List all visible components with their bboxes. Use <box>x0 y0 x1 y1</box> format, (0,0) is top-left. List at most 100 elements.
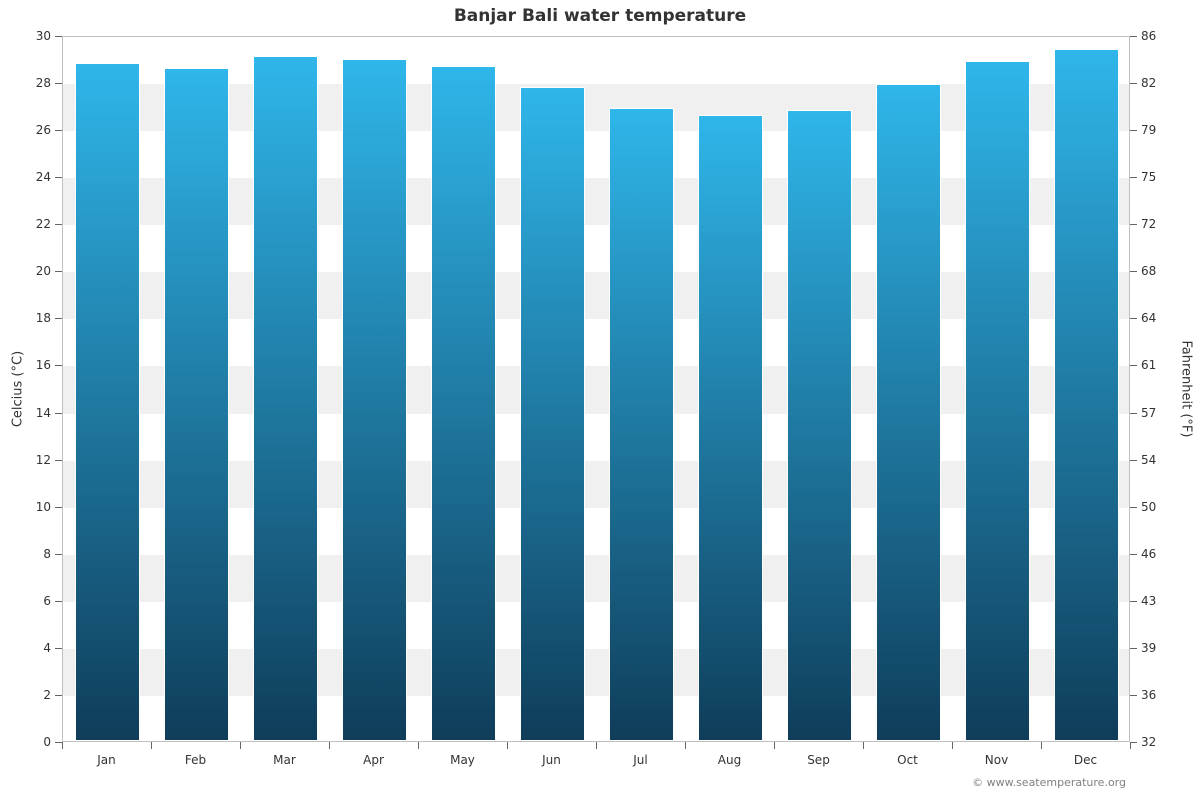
ytick-right-mark <box>1130 83 1137 84</box>
bar-apr <box>342 59 406 741</box>
chart-container: Banjar Bali water temperature Celcius (°… <box>0 0 1200 800</box>
chart-title: Banjar Bali water temperature <box>0 6 1200 26</box>
ytick-left-label: 0 <box>11 735 51 749</box>
y-axis-right-label: Fahrenheit (°F) <box>1179 341 1194 438</box>
ytick-left-mark <box>55 507 62 508</box>
xtick-mark <box>774 742 775 749</box>
bar-dec <box>1054 49 1118 741</box>
ytick-right-mark <box>1130 742 1137 743</box>
ytick-left-mark <box>55 318 62 319</box>
bar-sep <box>787 110 851 741</box>
ytick-right-mark <box>1130 413 1137 414</box>
xtick-mark <box>329 742 330 749</box>
ytick-left-mark <box>55 271 62 272</box>
ytick-right-label: 46 <box>1141 547 1181 561</box>
ytick-left-mark <box>55 36 62 37</box>
ytick-left-mark <box>55 648 62 649</box>
bar-aug <box>698 115 762 741</box>
ytick-left-mark <box>55 413 62 414</box>
ytick-right-mark <box>1130 318 1137 319</box>
ytick-left-label: 28 <box>11 76 51 90</box>
ytick-right-mark <box>1130 554 1137 555</box>
ytick-right-mark <box>1130 695 1137 696</box>
xtick-mark <box>1130 742 1131 749</box>
xtick-mark <box>952 742 953 749</box>
xtick-label: Jul <box>633 753 647 767</box>
ytick-left-mark <box>55 130 62 131</box>
ytick-right-label: 39 <box>1141 641 1181 655</box>
ytick-left-mark <box>55 365 62 366</box>
xtick-label: Oct <box>897 753 918 767</box>
ytick-right-mark <box>1130 648 1137 649</box>
bar-jun <box>520 87 584 741</box>
ytick-left-label: 6 <box>11 594 51 608</box>
xtick-label: Nov <box>985 753 1008 767</box>
chart-credit: © www.seatemperature.org <box>972 776 1126 789</box>
xtick-mark <box>596 742 597 749</box>
xtick-label: Jun <box>542 753 561 767</box>
xtick-mark <box>151 742 152 749</box>
ytick-left-mark <box>55 177 62 178</box>
bar-nov <box>965 61 1029 741</box>
bar-jan <box>75 63 139 741</box>
ytick-right-mark <box>1130 601 1137 602</box>
ytick-left-mark <box>55 742 62 743</box>
ytick-right-label: 32 <box>1141 735 1181 749</box>
ytick-right-mark <box>1130 507 1137 508</box>
xtick-mark <box>685 742 686 749</box>
ytick-right-label: 75 <box>1141 170 1181 184</box>
ytick-right-label: 64 <box>1141 311 1181 325</box>
ytick-right-label: 61 <box>1141 358 1181 372</box>
ytick-left-label: 30 <box>11 29 51 43</box>
ytick-right-label: 57 <box>1141 406 1181 420</box>
xtick-mark <box>863 742 864 749</box>
bar-mar <box>253 56 317 741</box>
ytick-left-mark <box>55 601 62 602</box>
xtick-label: May <box>450 753 475 767</box>
ytick-right-label: 68 <box>1141 264 1181 278</box>
xtick-label: Aug <box>718 753 741 767</box>
ytick-left-mark <box>55 554 62 555</box>
ytick-right-mark <box>1130 177 1137 178</box>
ytick-left-label: 4 <box>11 641 51 655</box>
ytick-right-mark <box>1130 460 1137 461</box>
ytick-right-label: 86 <box>1141 29 1181 43</box>
xtick-mark <box>240 742 241 749</box>
ytick-left-mark <box>55 224 62 225</box>
xtick-mark <box>418 742 419 749</box>
ytick-right-label: 43 <box>1141 594 1181 608</box>
xtick-mark <box>62 742 63 749</box>
ytick-right-mark <box>1130 130 1137 131</box>
ytick-left-label: 12 <box>11 453 51 467</box>
ytick-left-label: 16 <box>11 358 51 372</box>
ytick-right-label: 72 <box>1141 217 1181 231</box>
ytick-left-mark <box>55 460 62 461</box>
xtick-label: Jan <box>97 753 116 767</box>
bar-jul <box>609 108 673 741</box>
ytick-right-mark <box>1130 365 1137 366</box>
ytick-left-label: 22 <box>11 217 51 231</box>
ytick-right-label: 79 <box>1141 123 1181 137</box>
xtick-mark <box>507 742 508 749</box>
ytick-left-label: 14 <box>11 406 51 420</box>
ytick-left-label: 8 <box>11 547 51 561</box>
ytick-left-mark <box>55 83 62 84</box>
ytick-right-label: 50 <box>1141 500 1181 514</box>
xtick-label: Feb <box>185 753 206 767</box>
ytick-left-label: 2 <box>11 688 51 702</box>
xtick-label: Mar <box>273 753 296 767</box>
ytick-right-label: 82 <box>1141 76 1181 90</box>
ytick-left-mark <box>55 695 62 696</box>
plot-area <box>62 36 1130 742</box>
xtick-label: Apr <box>363 753 384 767</box>
bar-feb <box>164 68 228 741</box>
ytick-right-mark <box>1130 36 1137 37</box>
bar-oct <box>876 84 940 741</box>
ytick-right-label: 54 <box>1141 453 1181 467</box>
xtick-label: Sep <box>807 753 830 767</box>
ytick-left-label: 10 <box>11 500 51 514</box>
ytick-right-label: 36 <box>1141 688 1181 702</box>
ytick-left-label: 20 <box>11 264 51 278</box>
ytick-left-label: 26 <box>11 123 51 137</box>
ytick-right-mark <box>1130 224 1137 225</box>
